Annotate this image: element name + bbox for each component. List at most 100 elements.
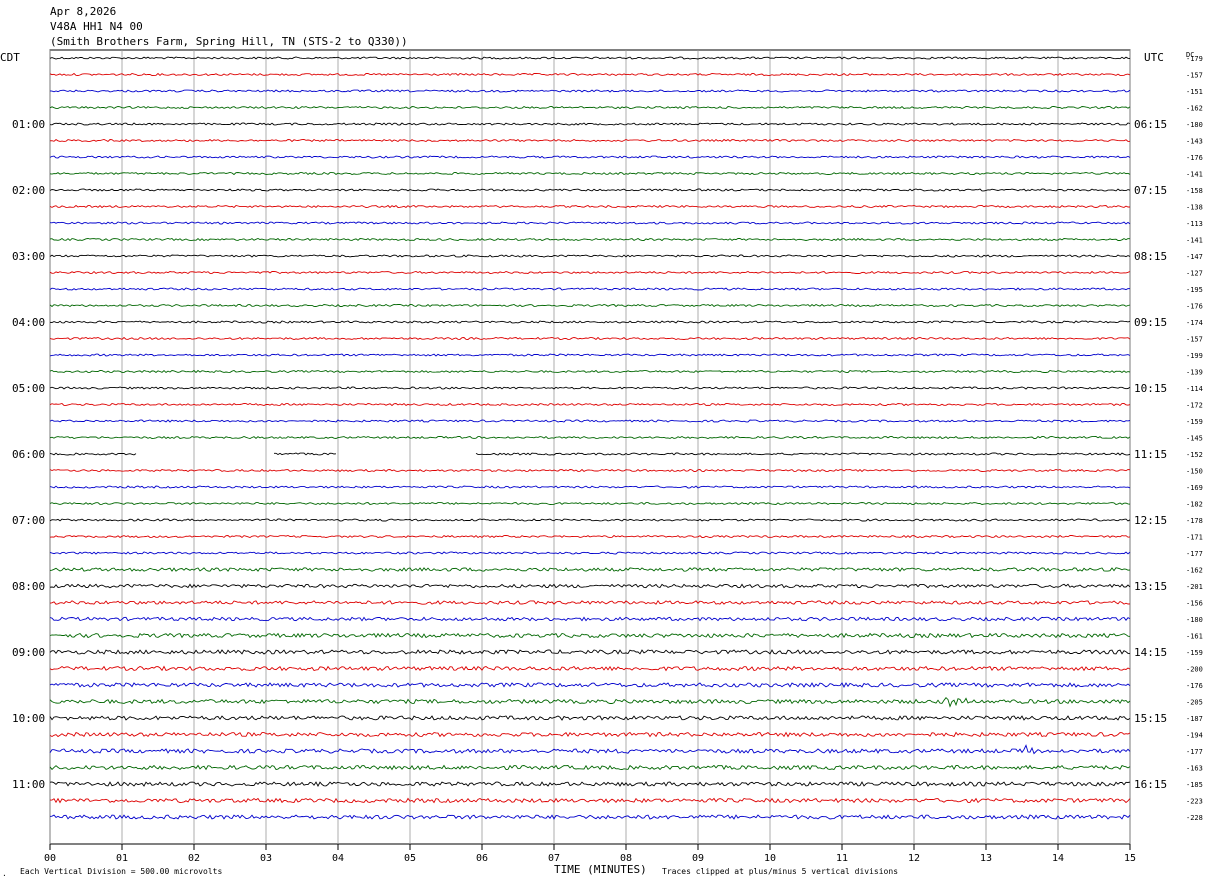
- dc-offset-label: -180: [1186, 121, 1203, 129]
- seismic-trace-line: [49, 287, 1131, 291]
- right-hour-label: 06:15: [1134, 118, 1167, 131]
- dc-offset-label: -163: [1186, 765, 1203, 773]
- right-time-labels: 06:15 07:15 08:15 09:15 10:15 11:15 12:15 13:15…: [1134, 118, 1167, 791]
- seismic-trace-line: [49, 237, 1131, 242]
- seismic-trace-line: [49, 138, 1131, 143]
- seismic-trace-line: [49, 583, 1131, 589]
- dc-offset-label: -141: [1186, 237, 1203, 245]
- seismic-trace-line: [49, 171, 1131, 176]
- dc-offset-labels: -179 -157 -151 -162 -180 -143 -176 -141 -158 -138…: [1186, 55, 1203, 822]
- dc-offset-label: -162: [1186, 105, 1203, 113]
- dc-offset-label: -201: [1186, 583, 1203, 591]
- dc-offset-label: -223: [1186, 798, 1203, 806]
- dc-offset-label: -195: [1186, 286, 1203, 294]
- seismic-trace-line: [49, 155, 1131, 159]
- dc-offset-label: -159: [1186, 418, 1203, 426]
- seismic-trace-line: [49, 715, 1131, 721]
- dc-offset-label: -139: [1186, 369, 1203, 377]
- dc-offset-label: -141: [1186, 171, 1203, 179]
- seismic-trace-line: [49, 369, 1131, 374]
- dc-offset-label: -172: [1186, 402, 1203, 410]
- seismic-trace-line: [49, 731, 1131, 738]
- seismic-trace-line: [49, 781, 1131, 787]
- right-hour-label: 09:15: [1134, 316, 1167, 329]
- seismic-trace-line: [49, 221, 1131, 225]
- seismic-trace-line: [49, 551, 1131, 555]
- seismic-trace-line: [49, 682, 1131, 689]
- right-hour-label: 10:15: [1134, 382, 1167, 395]
- clip-note: Traces clipped at plus/minus 5 vertical …: [662, 867, 898, 876]
- dc-offset-label: -176: [1186, 303, 1203, 311]
- seismic-trace-line: [49, 468, 1131, 473]
- x-tick-label: 00: [44, 853, 56, 864]
- x-tick-label: 06: [476, 853, 488, 864]
- dc-offset-label: -199: [1186, 352, 1203, 360]
- dc-offset-label: -228: [1186, 814, 1203, 822]
- left-hour-label: 11:00: [12, 778, 45, 791]
- seismic-trace-line: [49, 764, 1131, 771]
- footer-mark: .: [2, 869, 7, 878]
- x-tick-label: 07: [548, 853, 560, 864]
- seismic-trace-line: [49, 599, 1131, 605]
- x-tick-label: 13: [980, 853, 992, 864]
- seismic-traces: [49, 56, 1131, 820]
- seismic-trace-line: [49, 697, 1131, 708]
- station-label: (Smith Brothers Farm, Spring Hill, TN (S…: [50, 35, 408, 48]
- dc-offset-label: -145: [1186, 435, 1203, 443]
- dc-offset-label: -200: [1186, 666, 1203, 674]
- seismic-trace-line: [49, 502, 1131, 506]
- seismic-trace-line: [49, 435, 1131, 440]
- dc-offset-label: -157: [1186, 72, 1203, 80]
- dc-offset-label: -158: [1186, 187, 1203, 195]
- dc-offset-label: -150: [1186, 468, 1203, 476]
- x-tick-label: 08: [620, 853, 632, 864]
- x-tick-label: 03: [260, 853, 272, 864]
- seismic-trace-line: [49, 402, 1131, 407]
- x-tick-label: 12: [908, 853, 920, 864]
- x-tick-label: 10: [764, 853, 776, 864]
- x-tick-label: 14: [1052, 853, 1064, 864]
- x-tick-label: 01: [116, 853, 128, 864]
- dc-offset-label: -114: [1186, 385, 1203, 393]
- plot-date: Apr 8,2026: [50, 5, 116, 18]
- dc-offset-label: -194: [1186, 732, 1203, 740]
- right-hour-label: 15:15: [1134, 712, 1167, 725]
- x-tick-label: 02: [188, 853, 200, 864]
- dc-offset-label: -156: [1186, 600, 1203, 608]
- dc-offset-label: -138: [1186, 204, 1203, 212]
- dc-offset-label: -179: [1186, 55, 1203, 63]
- dc-offset-label: -143: [1186, 138, 1203, 146]
- left-hour-label: 09:00: [12, 646, 45, 659]
- left-hour-label: 07:00: [12, 514, 45, 527]
- dc-offset-label: -162: [1186, 567, 1203, 575]
- x-tick-label: 11: [836, 853, 848, 864]
- dc-offset-label: -169: [1186, 484, 1203, 492]
- dc-offset-label: -185: [1186, 781, 1203, 789]
- minute-gridlines: [49, 50, 1131, 844]
- right-hour-label: 16:15: [1134, 778, 1167, 791]
- left-hour-label: 05:00: [12, 382, 45, 395]
- seismic-trace-line: [49, 188, 1131, 192]
- dc-offset-header: DC: [1186, 51, 1194, 59]
- dc-offset-label: -113: [1186, 220, 1203, 228]
- right-hour-label: 07:15: [1134, 184, 1167, 197]
- dc-offset-label: -187: [1186, 715, 1203, 723]
- x-tick-label: 15: [1124, 853, 1136, 864]
- scale-note: Each Vertical Division = 500.00 microvol…: [20, 867, 222, 876]
- seismic-trace-line: [49, 632, 1131, 639]
- seismic-trace-line: [49, 320, 1131, 324]
- seismic-trace-line: [49, 419, 1131, 423]
- seismic-trace-line: [49, 814, 1131, 820]
- seismic-trace-line: [49, 72, 1131, 77]
- left-hour-label: 04:00: [12, 316, 45, 329]
- x-axis-ticks: 00 01 02 03 04 05 06 07 08 09 10 11 12 13 14 15: [44, 844, 1136, 864]
- seismic-trace-line: [49, 485, 1131, 489]
- seismic-trace-line: [49, 567, 1131, 572]
- right-hour-label: 14:15: [1134, 646, 1167, 659]
- x-tick-label: 09: [692, 853, 704, 864]
- dc-offset-label: -205: [1186, 699, 1203, 707]
- seismic-trace-line: [49, 353, 1131, 357]
- right-hour-label: 11:15: [1134, 448, 1167, 461]
- dc-offset-label: -174: [1186, 319, 1203, 327]
- seismic-trace-line: [49, 89, 1131, 93]
